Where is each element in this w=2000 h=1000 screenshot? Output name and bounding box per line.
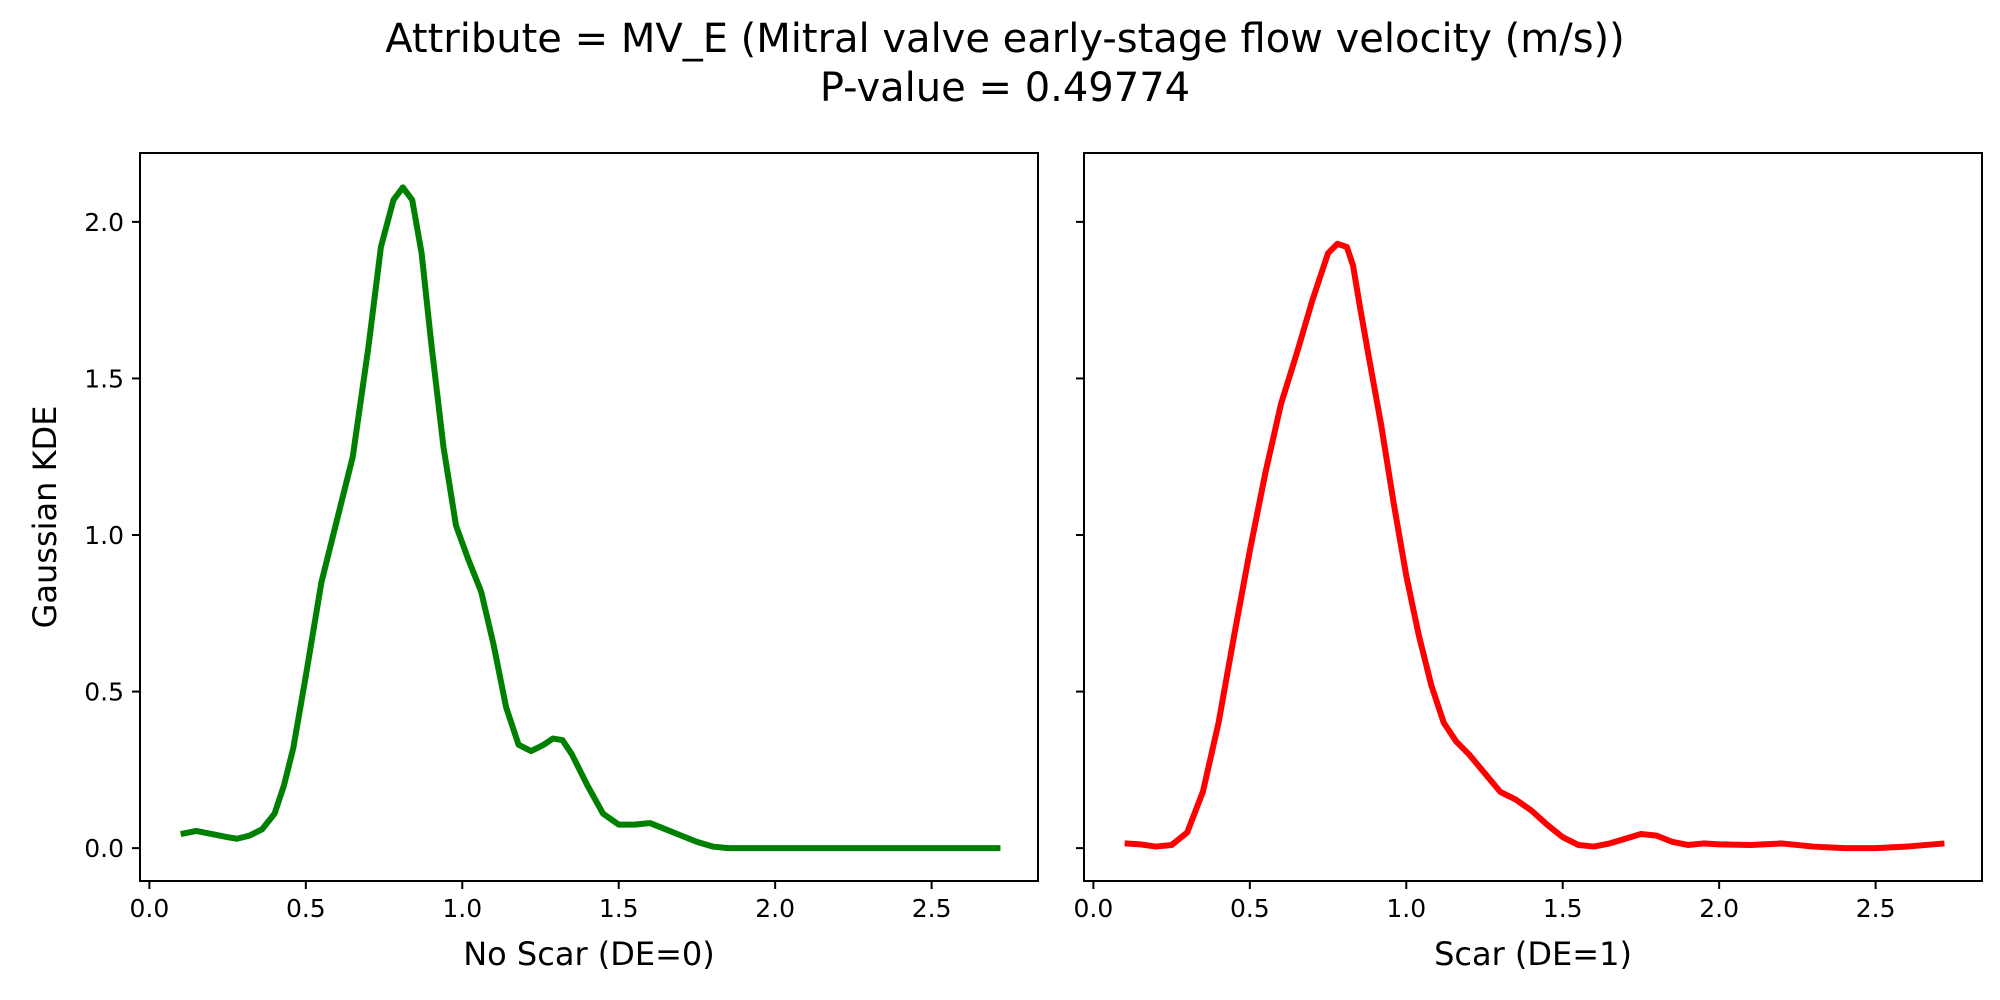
left-panel: 0.0 0.5 1.0 1.5 2.0 2.5 0.0 0.5 1.0 1.5 2.0 No Scar…	[26, 152, 1039, 973]
left-x-tick-label: 0.0	[130, 894, 170, 923]
right-x-tick-label: 1.5	[1543, 894, 1583, 923]
figure-subtitle: P-value = 0.49774	[820, 65, 1190, 111]
left-y-tick-label: 1.5	[84, 364, 124, 393]
left-x-tick-label: 2.0	[755, 894, 795, 923]
left-x-tick-label: 1.0	[442, 894, 482, 923]
right-panel: 0.0 0.5 1.0 1.5 2.0 2.5 Scar (DE=1)	[1074, 152, 1983, 973]
figure-title: Attribute = MV_E (Mitral valve early-sta…	[385, 16, 1625, 62]
right-x-tick-label: 1.0	[1386, 894, 1426, 923]
left-y-tick-label: 0.5	[84, 678, 124, 707]
right-x-axis-label: Scar (DE=1)	[1434, 935, 1632, 973]
right-x-tick-label: 2.0	[1699, 894, 1739, 923]
left-y-tick-label: 2.0	[84, 208, 124, 237]
left-y-tick-label: 1.0	[84, 521, 124, 550]
left-y-tick-label: 0.0	[84, 834, 124, 863]
left-plot-frame	[139, 152, 1039, 882]
left-x-tick-label: 0.5	[286, 894, 326, 923]
right-plot-frame	[1083, 152, 1983, 882]
left-kde-line	[180, 184, 1001, 852]
left-y-axis-label: Gaussian KDE	[26, 406, 64, 629]
left-x-tick-label: 1.5	[599, 894, 639, 923]
right-x-tick-label: 0.0	[1074, 894, 1114, 923]
right-x-tick-label: 0.5	[1230, 894, 1270, 923]
left-x-axis-label: No Scar (DE=0)	[463, 935, 715, 973]
right-kde-line	[1124, 240, 1945, 852]
left-x-tick-label: 2.5	[912, 894, 952, 923]
right-x-tick-label: 2.5	[1856, 894, 1896, 923]
